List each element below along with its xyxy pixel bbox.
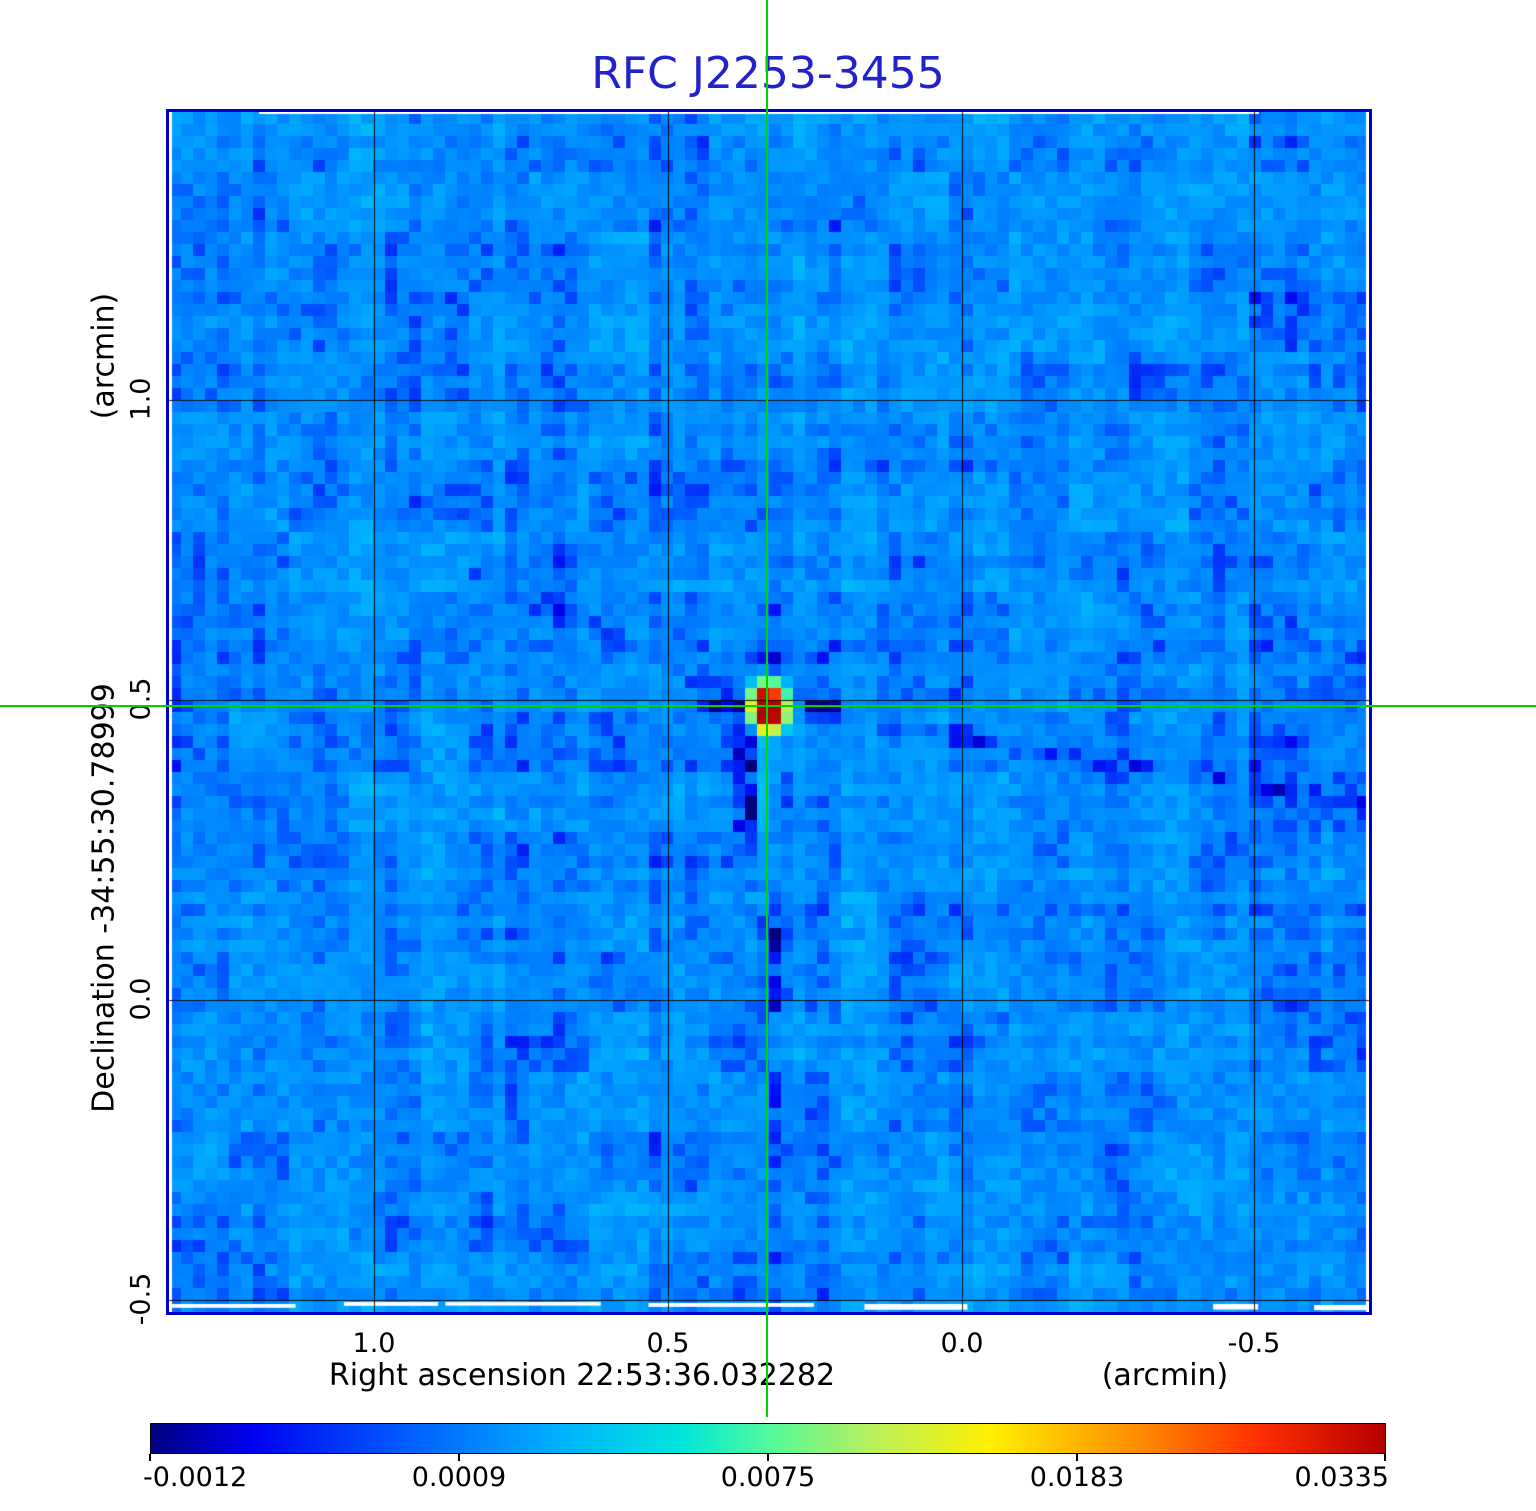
colorbar-label-2: 0.0009 (411, 1462, 507, 1493)
sky-map-canvas (169, 112, 1369, 1312)
y-tick-4: -0.5 (125, 1272, 157, 1326)
colorbar-label-3: 0.0075 (720, 1462, 816, 1493)
y-tick-2: 0.5 (125, 677, 157, 721)
crosshair-horizontal-line (0, 705, 1536, 707)
colorbar-label-1: -0.0012 (143, 1462, 248, 1493)
x-tick-2: 0.5 (646, 1328, 690, 1359)
y-tick-1: 1.0 (125, 377, 157, 421)
y-tick-3: 0.0 (125, 977, 157, 1021)
x-tick-4: -0.5 (1227, 1328, 1281, 1359)
colorbar-tick (1076, 1454, 1078, 1461)
colorbar-tick (1384, 1454, 1386, 1461)
colorbar-tick (149, 1454, 151, 1461)
y-axis-title: Declination -34:55:30.78999 (86, 683, 122, 1113)
colorbar-label-5: 0.0335 (1294, 1462, 1389, 1493)
colorbar-tick (767, 1454, 769, 1461)
x-axis-unit: (arcmin) (1101, 1358, 1229, 1393)
colorbar-tick (458, 1454, 460, 1461)
crosshair-vertical-line (766, 0, 768, 1417)
x-axis-title: Right ascension 22:53:36.032282 (328, 1358, 836, 1393)
x-tick-3: 0.0 (940, 1328, 984, 1359)
x-tick-1: 1.0 (352, 1328, 396, 1359)
intensity-colorbar (150, 1423, 1386, 1454)
y-axis-unit: (arcmin) (86, 292, 122, 420)
page-title: RFC J2253-3455 (591, 48, 945, 99)
sky-map-plot-area (166, 109, 1372, 1315)
colorbar-label-4: 0.0183 (1029, 1462, 1125, 1493)
